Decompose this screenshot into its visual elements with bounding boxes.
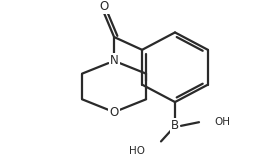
Text: O: O [109, 106, 119, 119]
Text: B: B [171, 119, 179, 132]
Text: HO: HO [129, 146, 145, 155]
Text: OH: OH [214, 117, 230, 127]
Text: N: N [110, 54, 118, 67]
Text: O: O [99, 0, 109, 13]
